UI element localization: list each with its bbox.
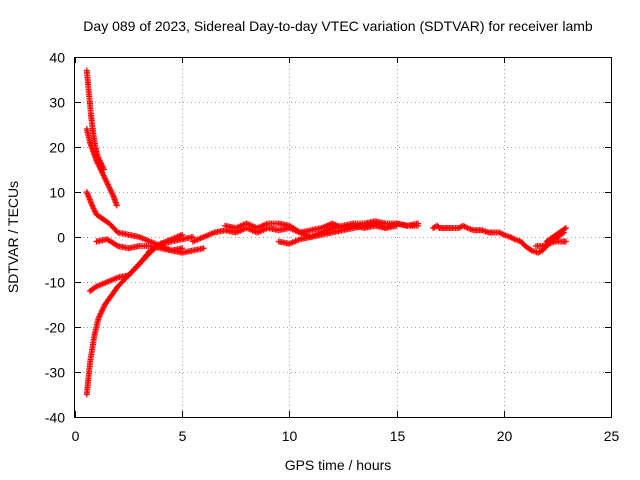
- y-tick-label: -10: [45, 275, 65, 291]
- data-points: [83, 67, 569, 398]
- x-axis-label: GPS time / hours: [285, 457, 392, 473]
- x-tick-label: 25: [604, 428, 620, 444]
- series-track-f: [93, 236, 186, 254]
- plot-frame: [74, 57, 612, 418]
- y-tick-label: -30: [45, 365, 65, 381]
- series-track-l: [543, 225, 569, 245]
- series-track-i: [275, 220, 400, 247]
- data-point: [562, 225, 569, 231]
- x-tick-label: 5: [179, 428, 187, 444]
- data-point: [561, 225, 568, 232]
- y-tick-label: -40: [45, 410, 65, 426]
- series-track-k: [532, 238, 569, 249]
- x-tick-label: 10: [282, 428, 298, 444]
- y-tick-label: 20: [49, 140, 65, 156]
- chart-title: Day 089 of 2023, Sidereal Day-to-day VTE…: [83, 18, 593, 34]
- data-point: [200, 245, 207, 252]
- series-track-e: [87, 234, 196, 294]
- y-tick-label: -20: [45, 320, 65, 336]
- series-track-b: [83, 126, 120, 209]
- y-axis-label: SDTVAR / TECUs: [5, 181, 21, 293]
- data-point: [113, 242, 120, 249]
- data-point: [415, 220, 422, 227]
- data-point: [562, 238, 569, 245]
- data-point: [113, 202, 120, 209]
- x-tick-label: 15: [390, 428, 406, 444]
- y-tick-label: 10: [49, 185, 65, 201]
- grid-lines: [75, 57, 611, 417]
- y-tick-label: 40: [49, 50, 65, 66]
- data-point: [393, 222, 400, 229]
- y-tick-label: 30: [49, 95, 65, 111]
- axis-ticks: 0 5 10 15 20 25 -40 -30 -20 -10 0 10 20 30 40: [45, 50, 620, 445]
- y-tick-label: 0: [57, 230, 65, 246]
- x-tick-label: 0: [72, 428, 80, 444]
- x-tick-label: 20: [497, 428, 513, 444]
- data-point: [179, 245, 186, 252]
